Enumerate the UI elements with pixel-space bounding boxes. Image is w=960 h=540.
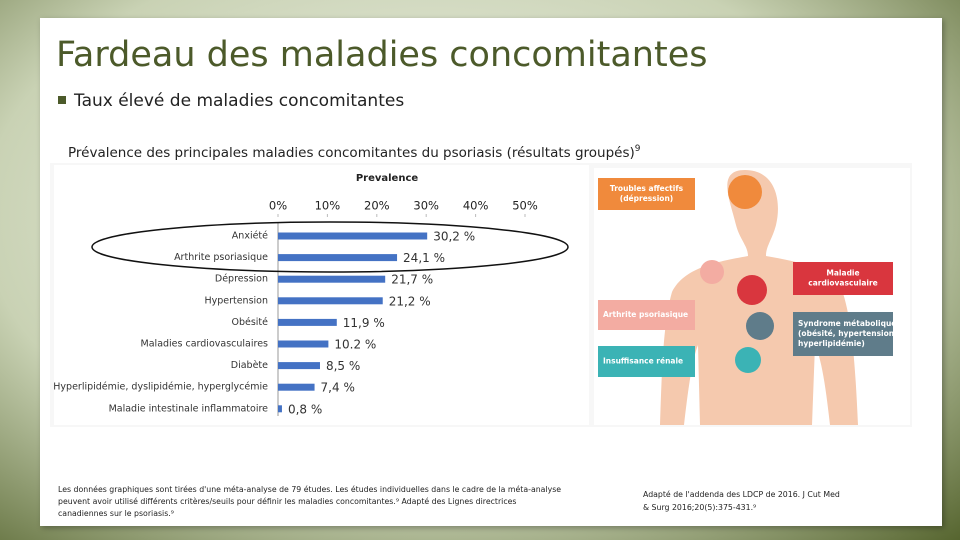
value-label: 24,1 % bbox=[403, 251, 445, 265]
value-label: 10.2 % bbox=[334, 338, 376, 352]
heart-icon bbox=[737, 275, 767, 305]
caption-sup: 9 bbox=[635, 144, 641, 154]
x-tick-label: 0% bbox=[269, 199, 287, 213]
bullet-marker bbox=[58, 96, 66, 104]
chart-title: Prevalence bbox=[356, 173, 419, 184]
label-text: Arthrite psoriasique bbox=[603, 310, 688, 319]
y-tick-label: Hyperlipidémie, dyslipidémie, hyperglycé… bbox=[53, 382, 268, 393]
chart: 0% 10% 20% 30% 40% 50% Anxiété 30,2 % Arthrite p… bbox=[53, 199, 538, 417]
y-tick-label: Dépression bbox=[215, 274, 268, 285]
bar bbox=[278, 340, 329, 348]
bar bbox=[278, 232, 428, 240]
bar bbox=[278, 275, 386, 283]
bar bbox=[278, 297, 383, 305]
footnote-left: canadiennes sur le psoriasis.⁹ bbox=[58, 509, 174, 518]
chart-area bbox=[54, 165, 589, 425]
y-tick-label: Anxiété bbox=[232, 231, 268, 242]
value-label: 21,2 % bbox=[389, 294, 431, 308]
illustration bbox=[594, 168, 910, 425]
label-box bbox=[793, 312, 893, 356]
brain-icon bbox=[728, 175, 762, 209]
highlight-ellipse bbox=[91, 221, 569, 273]
label-text: hyperlipidémie) bbox=[798, 339, 865, 348]
value-label: 30,2 % bbox=[433, 230, 475, 244]
y-tick-label: Maladies cardiovasculaires bbox=[141, 339, 269, 350]
x-tick-label: 30% bbox=[413, 199, 439, 213]
label-box bbox=[793, 262, 893, 295]
caption: Prévalence des principales maladies conc… bbox=[68, 144, 641, 162]
x-tick-label: 20% bbox=[364, 199, 390, 213]
y-tick-label: Diabète bbox=[231, 360, 268, 371]
bar bbox=[278, 318, 337, 326]
y-tick-label: Arthrite psoriasique bbox=[174, 252, 268, 263]
y-tick-label: Obésité bbox=[231, 317, 268, 328]
label-box bbox=[598, 178, 695, 210]
label-text: Troubles affectifs bbox=[610, 184, 684, 193]
label-text: (dépression) bbox=[620, 194, 673, 203]
footnote-right: & Surg 2016;20(5):375-431.⁹ bbox=[643, 503, 756, 512]
x-tick-label: 50% bbox=[512, 199, 538, 213]
label-text: Maladie bbox=[826, 269, 859, 278]
label-text: Syndrome métabolique bbox=[798, 319, 896, 328]
illustration-labels: Troubles affectifs(dépression) Maladiecar… bbox=[598, 178, 897, 377]
label-text: Insuffisance rénale bbox=[603, 357, 683, 366]
kidney-icon bbox=[735, 347, 761, 373]
x-tick-label: 10% bbox=[315, 199, 341, 213]
value-label: 7,4 % bbox=[321, 381, 355, 395]
bar bbox=[278, 405, 282, 413]
value-label: 11,9 % bbox=[343, 316, 385, 330]
joint-icon bbox=[700, 260, 724, 284]
label-box bbox=[598, 346, 695, 377]
y-tick-label: Hypertension bbox=[204, 295, 268, 306]
footnote-left: peuvent avoir utilisé différents critère… bbox=[58, 497, 516, 506]
y-tick-label: Maladie intestinale inflammatoire bbox=[109, 403, 269, 414]
value-label: 0,8 % bbox=[288, 402, 322, 416]
bar bbox=[278, 383, 315, 391]
value-label: 8,5 % bbox=[326, 359, 360, 373]
bullet: Taux élevé de maladies concomitantes bbox=[73, 91, 404, 111]
bar bbox=[278, 254, 398, 262]
slide-title: Fardeau des maladies concomitantes bbox=[56, 35, 707, 75]
footnote-right: Adapté de l'addenda des LDCP de 2016. J … bbox=[643, 490, 840, 499]
label-box bbox=[598, 300, 695, 330]
label-text: cardiovasculaire bbox=[808, 279, 878, 288]
footnote-left: Les données graphiques sont tirées d'une… bbox=[58, 485, 561, 494]
pancreas-icon bbox=[746, 312, 774, 340]
value-label: 21,7 % bbox=[391, 273, 433, 287]
label-text: (obésité, hypertension, bbox=[798, 329, 897, 338]
bar bbox=[278, 362, 320, 370]
x-tick-label: 40% bbox=[463, 199, 489, 213]
footnotes: Les données graphiques sont tirées d'une… bbox=[58, 485, 840, 518]
caption-text: Prévalence des principales maladies conc… bbox=[68, 145, 635, 161]
